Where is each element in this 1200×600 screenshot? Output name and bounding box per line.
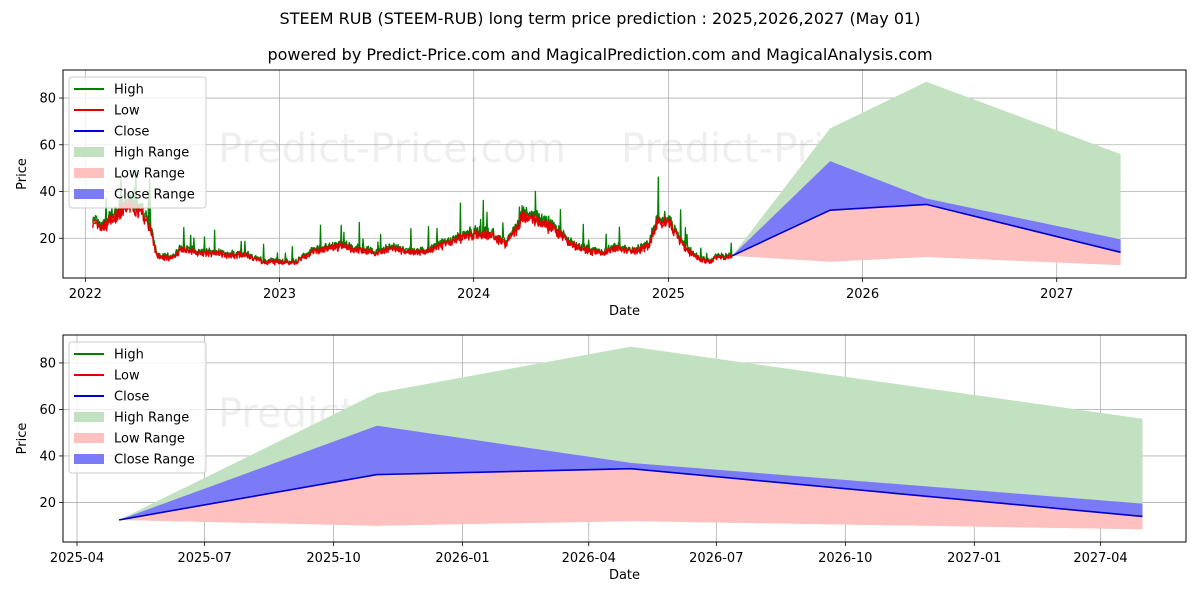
- legend-label: Low: [114, 104, 140, 119]
- legend-label: High: [114, 83, 144, 98]
- y-axis-label: Price: [15, 158, 30, 190]
- legend-label: Close: [114, 125, 149, 140]
- low-series-line: [92, 198, 733, 266]
- y-tick-label: 40: [39, 185, 56, 200]
- legend-patch-swatch: [74, 147, 104, 157]
- plot-area: [118, 346, 1143, 530]
- chart-subtitle: powered by Predict-Price.com and Magical…: [267, 45, 933, 64]
- y-tick-label: 20: [39, 232, 56, 247]
- legend-label: Close: [114, 390, 149, 405]
- legend-label: High Range: [114, 411, 189, 426]
- legend-label: High Range: [114, 146, 189, 161]
- x-tick-label: 2025: [652, 287, 685, 302]
- legend-patch-swatch: [74, 189, 104, 199]
- plot-frame: [62, 69, 1187, 279]
- x-tick-label: 2026-07: [689, 551, 743, 566]
- legend-patch-swatch: [74, 433, 104, 443]
- chart-panel-2: Predict-Price.comPredict-Price.com2025-0…: [15, 334, 1187, 583]
- close-range-area: [119, 425, 1143, 520]
- y-tick-label: 80: [39, 356, 56, 371]
- chart-title: STEEM RUB (STEEM-RUB) long term price pr…: [279, 9, 921, 28]
- legend-patch-swatch: [74, 454, 104, 464]
- x-tick-label: 2026: [846, 287, 879, 302]
- x-tick-label: 2025-10: [306, 551, 360, 566]
- legend-label: Low: [114, 369, 140, 384]
- x-axis-label: Date: [609, 304, 640, 319]
- watermark: Predict-Price.com: [218, 126, 566, 172]
- x-tick-label: 2025-04: [50, 551, 104, 566]
- legend-patch-swatch: [74, 412, 104, 422]
- legend-patch-swatch: [74, 168, 104, 178]
- plot-frame: [62, 334, 1187, 543]
- y-tick-label: 60: [39, 138, 56, 153]
- legend: High Low Close High Range Low Range Close Ran…: [68, 76, 207, 209]
- x-axis-label: Date: [609, 568, 640, 583]
- legend: High Low Close High Range Low Range Close Ran…: [68, 341, 207, 474]
- legend-label: Close Range: [114, 453, 195, 468]
- x-tick-label: 2027: [1040, 287, 1073, 302]
- low-range-area: [119, 468, 1143, 530]
- x-tick-label: 2027-01: [947, 551, 1001, 566]
- y-tick-label: 60: [39, 403, 56, 418]
- plot-area: [92, 81, 1121, 266]
- x-tick-label: 2026-10: [818, 551, 872, 566]
- y-axis-label: Price: [15, 423, 30, 455]
- low-range-area: [732, 204, 1121, 266]
- close-forecast-line: [731, 203, 1121, 257]
- legend-label: Low Range: [114, 167, 185, 182]
- x-tick-label: 2026-04: [562, 551, 616, 566]
- close-range-area: [732, 161, 1121, 256]
- x-tick-label: 2026-01: [435, 551, 489, 566]
- y-tick-label: 40: [39, 449, 56, 464]
- x-tick-label: 2025-07: [177, 551, 231, 566]
- x-tick-label: 2024: [457, 287, 490, 302]
- x-tick-label: 2022: [69, 287, 102, 302]
- legend-label: Low Range: [114, 432, 185, 447]
- x-tick-label: 2027-04: [1073, 551, 1127, 566]
- legend-label: High: [114, 348, 144, 363]
- x-tick-label: 2023: [263, 287, 296, 302]
- legend-label: Close Range: [114, 188, 195, 203]
- y-tick-label: 20: [39, 496, 56, 511]
- y-tick-label: 80: [39, 92, 56, 107]
- close-history-line: [92, 196, 733, 264]
- close-forecast-line: [118, 467, 1143, 521]
